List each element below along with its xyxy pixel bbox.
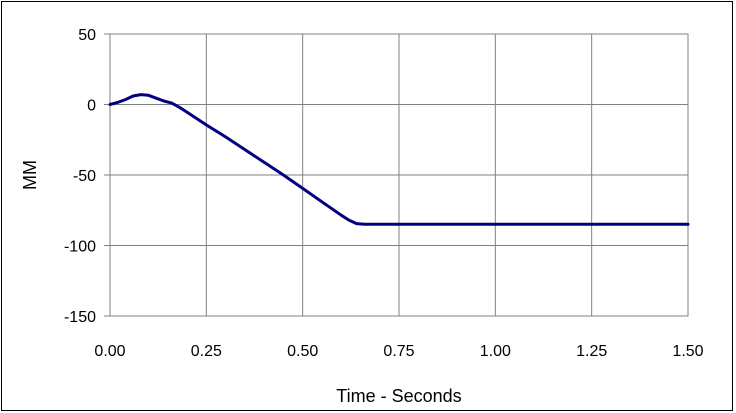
y-tick-label: 0 — [87, 98, 96, 115]
x-tick-label: 1.00 — [480, 343, 511, 360]
gridlines — [104, 33, 689, 317]
x-axis-title: Time - Seconds — [336, 386, 461, 406]
x-tick-label: 0.75 — [383, 343, 414, 360]
tick-labels: 0.00 0.25 0.50 0.75 1.00 1.25 1.50 50 0 -50 -100 -1… — [64, 27, 704, 360]
y-tick-label: -150 — [64, 309, 96, 326]
y-tick-label: -100 — [64, 239, 96, 256]
y-tick-label: -50 — [73, 168, 96, 185]
y-tick-label: 50 — [78, 27, 96, 44]
series-line — [108, 93, 690, 226]
x-tick-label: 1.50 — [672, 343, 703, 360]
x-tick-label: 0.50 — [287, 343, 318, 360]
x-tick-label: 1.25 — [576, 343, 607, 360]
plot-area — [109, 33, 689, 317]
x-tick-label: 0.25 — [191, 343, 222, 360]
y-axis-title: MM — [20, 160, 40, 190]
x-tick-label: 0.00 — [94, 343, 125, 360]
